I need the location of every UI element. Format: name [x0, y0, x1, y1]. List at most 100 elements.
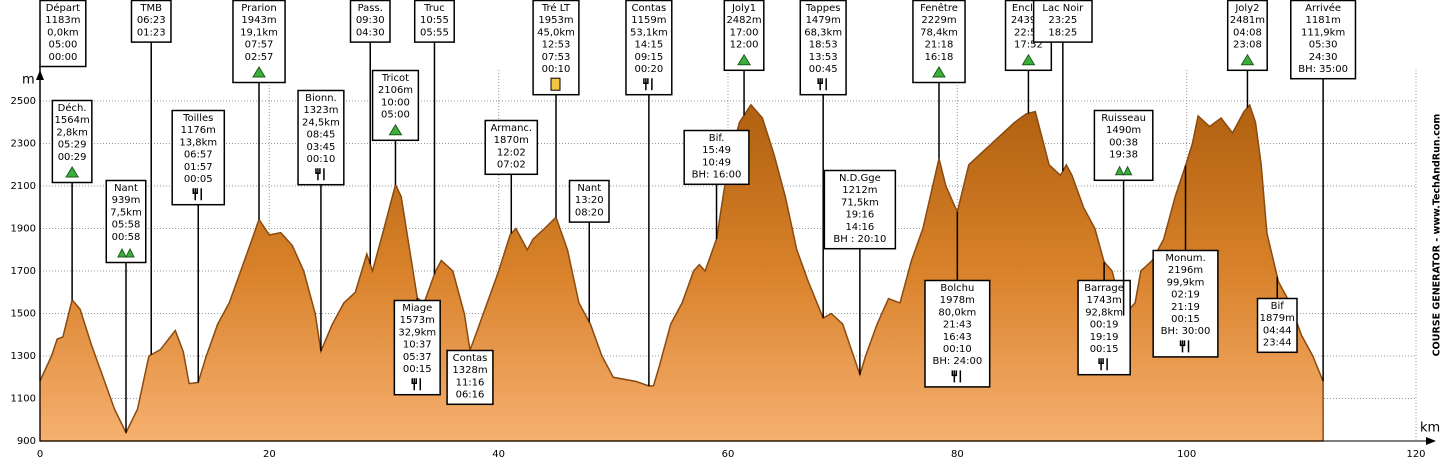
waypoint-box: [1152, 249, 1219, 358]
waypoint-text: Miage: [402, 303, 432, 314]
waypoint-text: 10:37: [403, 340, 432, 351]
y-tick-label: 2100: [11, 181, 36, 192]
waypoint-text: Contas: [632, 3, 667, 14]
waypoint-text: 78,4km: [920, 27, 958, 38]
waypoint-box: [1032, 0, 1093, 43]
x-tick-label: 120: [1406, 449, 1425, 460]
peak-icon: [252, 66, 266, 78]
waypoint-text: 00:20: [634, 64, 663, 75]
waypoint-box: [683, 129, 750, 186]
waypoint-text: 13:53: [809, 52, 838, 63]
x-axis-label: km: [1420, 421, 1440, 436]
y-axis-label: m: [22, 73, 35, 88]
waypoint-text: 23:44: [1263, 338, 1292, 349]
waypoint-box: [171, 109, 226, 206]
food-icon: [951, 370, 962, 383]
waypoint-text: BH: 24:00: [932, 356, 982, 367]
credit: COURSE GENERATOR - www.TechAndRun.com: [1432, 114, 1443, 357]
waypoint-text: Ruisseau: [1101, 113, 1146, 124]
waypoint-box: [297, 89, 345, 186]
waypoint-box: [823, 169, 897, 250]
peak-icon: [1021, 53, 1036, 66]
waypoint-text: 05:55: [420, 27, 449, 38]
waypoint-box: [1093, 109, 1154, 182]
waypoint-text: 19,1km: [240, 27, 278, 38]
food-icon: [411, 378, 422, 391]
waypoint-text: 00:10: [943, 344, 972, 355]
waypoint-text: 11:16: [456, 377, 485, 388]
waypoint-text: 2482m: [726, 15, 761, 26]
waypoint-box: [393, 299, 441, 396]
food-icon: [817, 78, 827, 91]
waypoint-text: 0,0km: [47, 27, 78, 38]
waypoint-text: 1953m: [538, 15, 573, 26]
waypoint-text: 2196m: [1168, 265, 1203, 276]
waypoint-text: 00:15: [403, 364, 432, 375]
peak-icon: [65, 166, 79, 178]
waypoint-text: 7,5km: [110, 207, 141, 218]
x-tick-label: 60: [722, 449, 735, 460]
waypoint-text: Armanc.: [490, 123, 532, 134]
profile: [39, 103, 1324, 442]
waypoint-text: 45,0km: [537, 27, 575, 38]
waypoint-text: 12:00: [730, 40, 759, 51]
waypoint-text: 01:57: [184, 162, 213, 173]
waypoint-text: 05:00: [48, 40, 77, 51]
waypoint-text: 07:02: [497, 160, 526, 171]
waypoint-text: 2106m: [378, 85, 413, 96]
waypoint-text: 00:58: [112, 232, 141, 243]
waypoint-text: 00:38: [1109, 137, 1138, 148]
waypoint-text: 18:53: [809, 40, 838, 51]
waypoint-text: 05:30: [1309, 40, 1338, 51]
waypoint-text: 68,3km: [804, 27, 842, 38]
waypoint-text: 1181m: [1306, 15, 1341, 26]
waypoint-text: 08:20: [575, 207, 604, 218]
waypoint-text: 1743m: [1087, 295, 1122, 306]
meadow-icon: [1114, 165, 1133, 176]
waypoint-text: 23:08: [1233, 40, 1262, 51]
waypoint-text: 00:15: [1090, 344, 1119, 355]
y-tick-label: 1100: [11, 394, 36, 405]
waypoint-text: 00:19: [1090, 320, 1119, 331]
food-icon: [643, 78, 653, 91]
peak-icon: [737, 53, 751, 66]
waypoint-box: [349, 0, 391, 43]
waypoint-text: 1328m: [452, 365, 487, 376]
waypoint-text: 111,9km: [1301, 27, 1345, 38]
peak-icon: [1240, 53, 1255, 66]
y-tick-label: 1900: [11, 224, 36, 235]
waypoint-text: 00:10: [542, 64, 571, 75]
waypoint-text: 00:15: [1171, 314, 1200, 325]
waypoint-text: 04:44: [1263, 325, 1292, 336]
waypoint-text: Contas: [453, 353, 488, 364]
waypoint-text: 07:57: [245, 40, 274, 51]
waypoint-box: [446, 349, 494, 406]
waypoint-text: Tappes: [805, 3, 841, 14]
waypoint-text: Bif: [1271, 301, 1285, 312]
waypoint-text: Truc: [423, 3, 445, 14]
waypoint-text: 1564m: [55, 115, 90, 126]
waypoint-text: 1573m: [400, 315, 435, 326]
waypoint-text: 19:19: [1090, 332, 1119, 343]
waypoint-text: Arrivée: [1305, 2, 1341, 14]
waypoint-text: 03:45: [307, 142, 336, 153]
food-icon: [315, 168, 325, 181]
waypoint-text: 21:19: [1171, 302, 1200, 313]
waypoint-text: Tricot: [381, 73, 409, 84]
waypoint-text: 2481m: [1230, 15, 1265, 26]
waypoint-text: 2,8km: [56, 127, 87, 138]
waypoint-box: [413, 0, 455, 43]
waypoint-text: 08:45: [307, 130, 336, 141]
waypoint-text: BH : 20:10: [833, 234, 886, 245]
waypoint-box: [625, 0, 673, 96]
waypoint-text: BH: 16:00: [692, 170, 742, 181]
waypoint-text: 06:23: [137, 15, 166, 26]
waypoint-text: Nant: [114, 183, 138, 194]
waypoint-text: 12:53: [542, 40, 571, 51]
peak-icon: [388, 123, 403, 136]
waypoint-text: Départ: [46, 2, 80, 14]
waypoint-text: 21:18: [925, 40, 954, 51]
waypoint-text: 10:49: [702, 157, 731, 168]
y-tick-label: 1300: [11, 351, 36, 362]
y-tick-label: 2500: [11, 96, 36, 107]
